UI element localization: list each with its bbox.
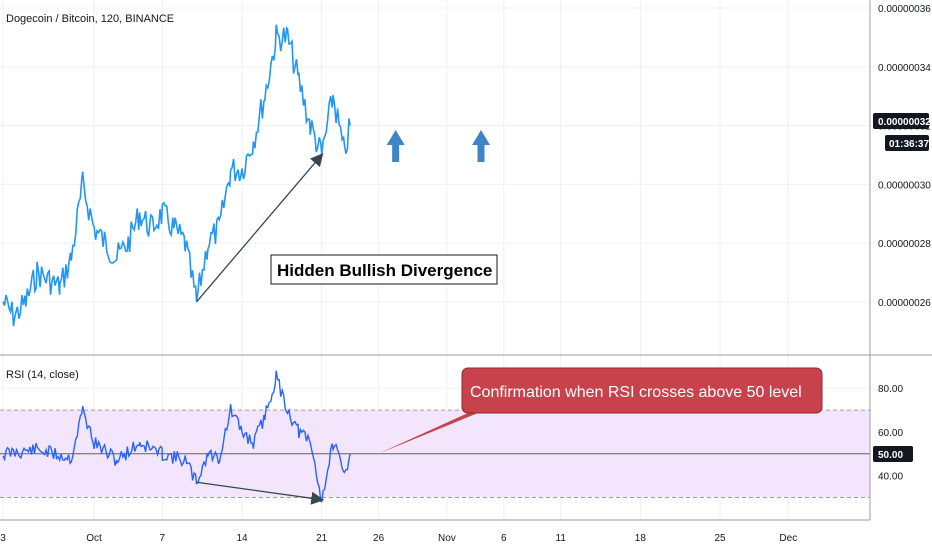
rsi-tick-label: 40.00 [878, 472, 903, 483]
annotations [195, 130, 491, 505]
x-tick-label: Dec [779, 533, 797, 544]
price-tick-label: 0.00000028 [878, 239, 931, 250]
x-tick-label: 11 [556, 533, 567, 544]
callout-pointer [380, 413, 478, 453]
rsi-axis: 80.00 60.00 40.00 [878, 384, 903, 482]
divergence-label-box [270, 254, 498, 285]
countdown-badge [885, 135, 929, 151]
time-axis: 3 Oct 7 14 21 26 Nov 6 11 18 25 Dec [0, 533, 797, 544]
price-tick-label: 0.00000034 [878, 63, 931, 74]
divergence-label: Hidden Bullish Divergence [277, 261, 492, 280]
rsi-tick-label: 60.00 [878, 428, 903, 439]
x-tick-label: 3 [0, 533, 6, 544]
x-tick-label: 25 [714, 533, 726, 544]
callout-text: Confirmation when RSI crosses above 50 l… [470, 384, 802, 401]
price-tick-label: 0.00000030 [878, 180, 931, 191]
rsi-pane-title: RSI (14, close) [6, 369, 79, 381]
price-line [2, 24, 351, 327]
rsi-value-label: 50.00 [878, 450, 903, 461]
current-price-label: 0.00000032 [878, 117, 931, 128]
up-arrow-icon [386, 130, 405, 162]
price-series [2, 24, 351, 327]
countdown-label: 01:36:37 [889, 139, 929, 150]
price-tick-label: 0.00000026 [878, 298, 931, 309]
x-tick-label: 6 [501, 533, 507, 544]
x-tick-label: 26 [373, 533, 385, 544]
price-tick-label: 0.00000036 [878, 4, 931, 15]
x-tick-label: Oct [86, 533, 102, 544]
rsi-divergence-line [196, 481, 325, 505]
rsi-tick-label: 80.00 [878, 384, 903, 395]
x-tick-label: 18 [635, 533, 647, 544]
rsi-series [2, 370, 351, 503]
x-tick-label: 21 [316, 533, 328, 544]
x-tick-label: 7 [160, 533, 166, 544]
up-arrow-icon [472, 130, 491, 162]
rsi-line [2, 370, 351, 503]
price-divergence-line [195, 152, 324, 303]
price-pane-title: Dogecoin / Bitcoin, 120, BINANCE [6, 13, 174, 25]
callout-box [461, 367, 823, 414]
rsi-value-badge [873, 446, 913, 462]
x-tick-label: 14 [236, 533, 248, 544]
x-tick-label: Nov [438, 533, 456, 544]
current-price-badge [873, 113, 929, 129]
